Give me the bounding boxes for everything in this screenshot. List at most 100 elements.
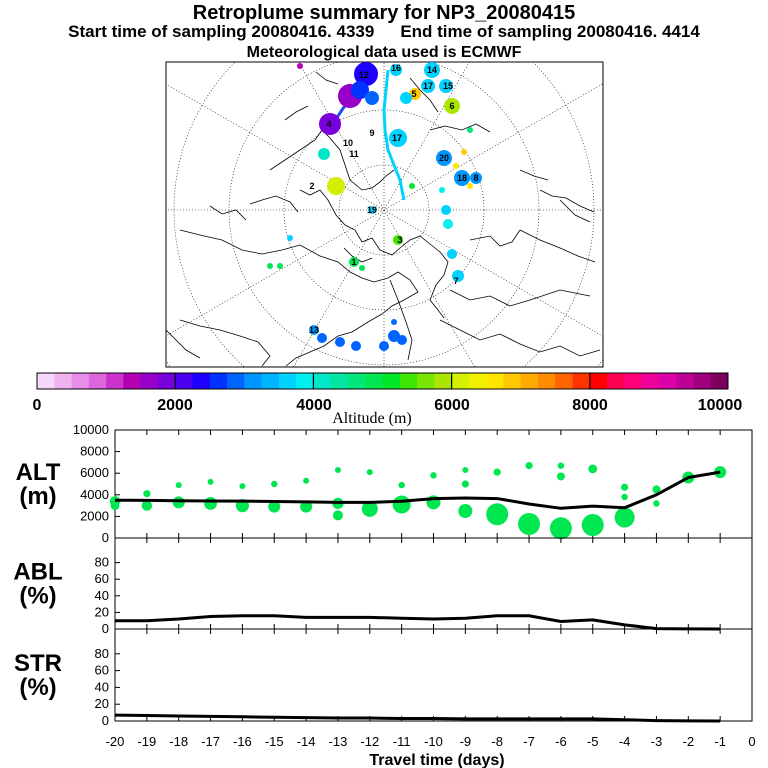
cluster-point xyxy=(518,512,541,535)
colorbar-tick-6000: 6000 xyxy=(434,397,470,414)
meridian-line xyxy=(166,83,603,337)
y-tick-label: 0 xyxy=(102,530,109,545)
cluster-point xyxy=(557,462,565,469)
map-cluster-dot xyxy=(436,150,452,166)
map-cluster-dot xyxy=(297,63,303,69)
colorbar-cell xyxy=(88,373,107,389)
colorbar-cell xyxy=(555,373,574,389)
map-cluster-dot xyxy=(391,319,397,325)
map-day-label: 8 xyxy=(473,173,478,183)
colorbar-cell xyxy=(244,373,263,389)
y-tick-label: 0 xyxy=(102,621,109,636)
map-cluster-dot xyxy=(359,265,365,271)
cluster-point xyxy=(461,480,469,488)
map-cluster-dot xyxy=(318,148,330,160)
colorbar-cell xyxy=(434,373,453,389)
colorbar-cell xyxy=(537,373,556,389)
x-tick-label: -1 xyxy=(714,734,726,749)
map-day-label: 15 xyxy=(443,81,453,91)
colorbar-cell xyxy=(468,373,487,389)
colorbar-cell xyxy=(607,373,625,389)
cluster-point xyxy=(549,517,572,540)
x-tick-label: -10 xyxy=(424,734,443,749)
map-cluster-dot xyxy=(421,79,435,93)
x-tick-label: -15 xyxy=(265,734,284,749)
x-tick-label: -18 xyxy=(169,734,188,749)
panel-title: STR xyxy=(14,650,62,677)
x-tick-label: -4 xyxy=(619,734,631,749)
map-cluster-dot xyxy=(452,270,464,282)
abl-fraction-line xyxy=(115,614,721,631)
cluster-point xyxy=(268,500,281,513)
colorbar-label: Altitude (m) xyxy=(332,410,412,427)
map-day-label: 7 xyxy=(453,276,458,286)
panel-title: (%) xyxy=(19,674,56,701)
y-tick-label: 40 xyxy=(95,588,109,603)
cluster-point xyxy=(300,500,313,513)
colorbar-cell xyxy=(503,373,522,389)
colorbar-cell xyxy=(227,373,245,389)
map-cluster-dot xyxy=(454,170,470,186)
colorbar-tick-8000: 8000 xyxy=(572,397,608,414)
colorbar-frame xyxy=(36,372,729,390)
colorbar-cell xyxy=(192,373,211,389)
cluster-point xyxy=(525,462,533,470)
cluster-point xyxy=(175,482,182,489)
map-cluster-dot xyxy=(453,163,459,169)
x-tick-label: -19 xyxy=(137,734,156,749)
map-day-label: 13 xyxy=(309,325,319,335)
x-tick-label: -8 xyxy=(491,734,503,749)
x-tick-label: -14 xyxy=(297,734,316,749)
map-cluster-dot xyxy=(441,205,451,215)
map-day-label: 17 xyxy=(392,133,402,143)
y-tick-label: 60 xyxy=(95,663,109,678)
cluster-point xyxy=(361,500,378,517)
x-tick-label: -17 xyxy=(201,734,220,749)
map-cluster-dot xyxy=(368,206,376,214)
map-day-label: 18 xyxy=(457,173,467,183)
cluster-point xyxy=(652,485,661,494)
map-cluster-dot xyxy=(277,263,283,269)
colorbar-cell xyxy=(641,373,660,389)
map-cluster-dot xyxy=(351,341,361,351)
colorbar-cell xyxy=(658,373,677,389)
colorbar-cell xyxy=(37,373,55,389)
colorbar-cell xyxy=(175,373,193,389)
met-data-label: Meteorological data used is ECMWF xyxy=(246,44,522,61)
colorbar-cell xyxy=(157,373,176,389)
cluster-point xyxy=(581,514,604,537)
x-tick-label: 0 xyxy=(748,734,755,749)
colorbar-cell xyxy=(330,373,349,389)
cluster-point xyxy=(141,500,153,511)
map-cluster-dot xyxy=(443,219,453,229)
time-series-panels: 0200040006000800010000ALT(m)020406080ABL… xyxy=(13,422,755,749)
map-day-label: 16 xyxy=(391,63,401,73)
map-day-label: 17 xyxy=(423,81,433,91)
map-cluster-dot xyxy=(397,335,407,345)
panel-frame xyxy=(114,628,753,722)
x-axis-label: Travel time (days) xyxy=(369,752,504,768)
cluster-point xyxy=(621,493,628,501)
map-cluster-dot xyxy=(444,98,460,114)
str-fraction-line xyxy=(114,713,721,723)
panel-title: (%) xyxy=(19,583,56,610)
plot-title: Retroplume summary for NP3_20080415 xyxy=(192,2,576,24)
map-day-label: 1 xyxy=(351,257,356,267)
cluster-point xyxy=(621,483,629,491)
y-tick-label: 4000 xyxy=(80,487,109,502)
map-day-label: 4 xyxy=(326,119,331,129)
y-tick-label: 60 xyxy=(95,571,109,586)
colorbar-tick-10000: 10000 xyxy=(698,397,743,414)
map-cluster-dot xyxy=(390,64,402,76)
colorbar-cell xyxy=(572,373,591,389)
x-tick-label: -2 xyxy=(683,734,695,749)
plume-track-cyan xyxy=(382,69,406,201)
colorbar-cell xyxy=(365,373,383,389)
map-day-label: 20 xyxy=(439,153,449,163)
map-cluster-dot xyxy=(309,325,319,335)
colorbar-tick-2000: 2000 xyxy=(157,397,193,414)
cluster-point xyxy=(143,490,151,498)
